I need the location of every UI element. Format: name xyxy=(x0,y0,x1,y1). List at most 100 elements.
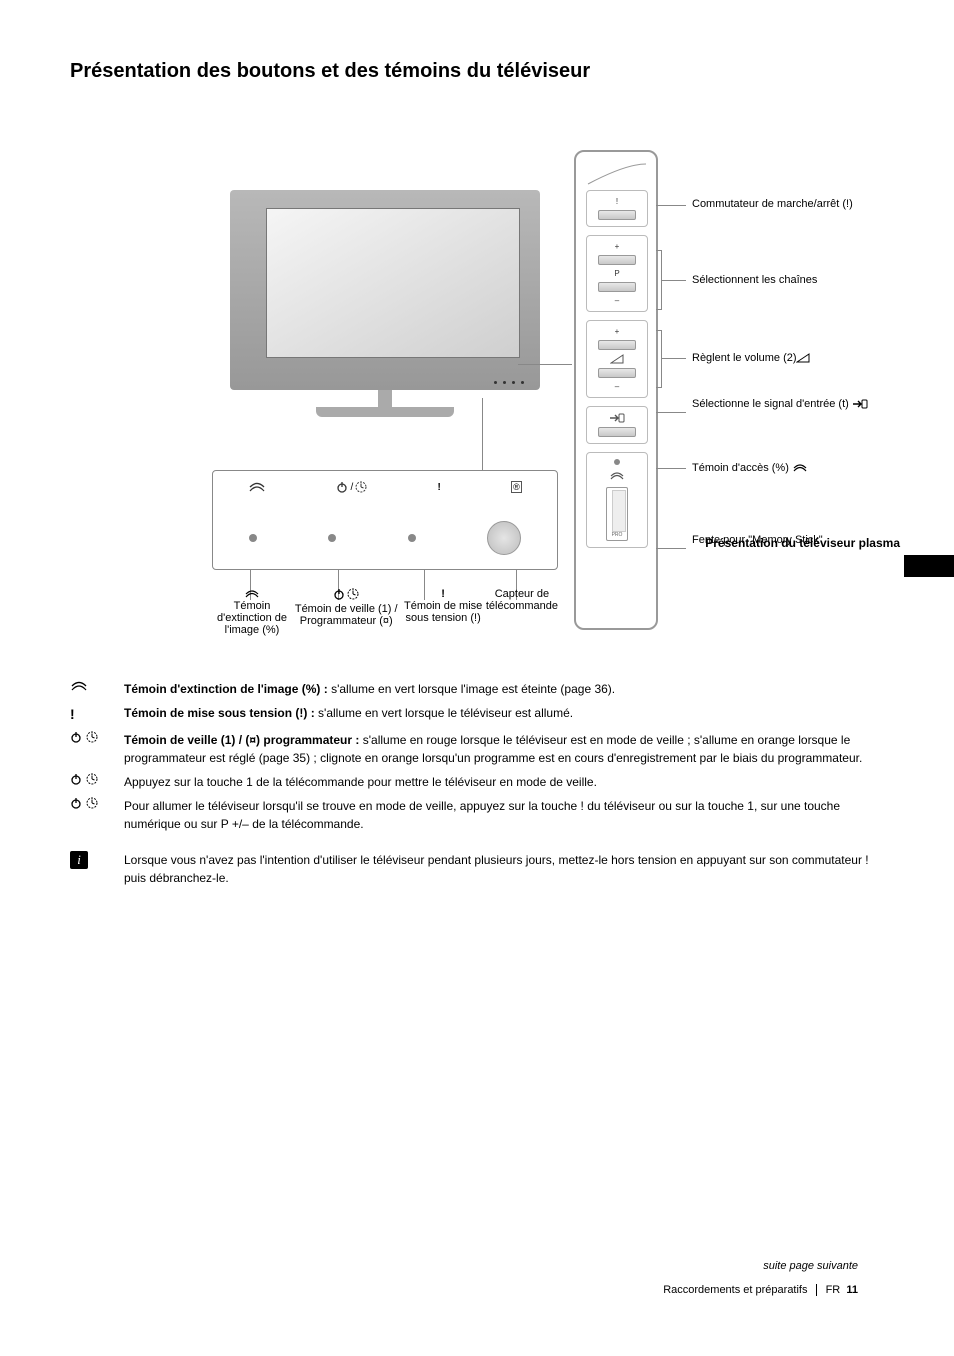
memorystick-icon xyxy=(792,463,808,473)
volume-icon xyxy=(610,354,624,364)
note-text: Pour allumer le téléviseur lorsqu'il se … xyxy=(124,797,880,833)
label-onoff: Commutateur de marche/arrêt (!) xyxy=(692,198,853,210)
program-minus-button[interactable] xyxy=(598,282,636,292)
label-text: Commutateur de marche/arrêt (!) xyxy=(692,198,853,210)
label: Capteur de télécommande xyxy=(486,588,558,636)
note-row: Appuyez sur la touche 1 de la télécomman… xyxy=(70,773,880,791)
info-icon: i xyxy=(70,851,114,869)
memorystick-icon xyxy=(609,471,625,481)
note-row: ! Témoin de mise sous tension (!) : s'al… xyxy=(70,704,880,725)
pictureoff-led xyxy=(249,534,257,542)
standby-timer-icon xyxy=(70,797,114,809)
tv-screen xyxy=(266,208,520,358)
note-row: Pour allumer le téléviseur lorsqu'il se … xyxy=(70,797,880,833)
callout-line xyxy=(656,548,686,549)
label-program: Sélectionnent les chaînes xyxy=(692,274,817,286)
callout-line xyxy=(656,412,686,413)
label: Témoin d'extinction de l'image (%) xyxy=(212,588,292,636)
callout-bracket xyxy=(656,330,662,388)
callout-line xyxy=(662,280,686,281)
indicator-lights-row xyxy=(213,521,557,555)
tv-stand-base xyxy=(316,407,454,417)
plus-label: + xyxy=(615,327,620,336)
access-led xyxy=(614,459,620,465)
note-text: Témoin de mise sous tension (!) : s'allu… xyxy=(124,704,880,722)
ir-mark: ® xyxy=(511,481,522,493)
section-tab xyxy=(904,555,954,577)
tv-illustration xyxy=(230,190,540,430)
volume-group: + – xyxy=(586,320,648,398)
power-led xyxy=(408,534,416,542)
label-text: Témoin d'extinction de l'image (%) xyxy=(217,600,287,636)
note-text: Appuyez sur la touche 1 de la télécomman… xyxy=(124,773,880,791)
onoff-symbol: ! xyxy=(616,197,618,206)
pictureoff-icon xyxy=(70,680,114,692)
standby-timer-icon xyxy=(70,773,114,785)
label-text: Témoin d'accès (%) xyxy=(692,462,789,474)
info-row: i Lorsque vous n'avez pas l'intention d'… xyxy=(70,851,880,887)
label-text: Témoin de veille (1) / Programmateur (¤) xyxy=(295,603,398,627)
input-button[interactable] xyxy=(598,427,636,437)
continues-label: suite page suivante xyxy=(763,1260,858,1272)
input-icon xyxy=(609,413,625,423)
minus-label: – xyxy=(615,296,619,305)
footer-section: Raccordements et préparatifs xyxy=(663,1284,816,1296)
callout-line xyxy=(656,205,686,206)
minus-label: – xyxy=(615,382,619,391)
label: ! Témoin de mise sous tension (!) xyxy=(400,588,485,636)
label: Témoin de veille (1) / Programmateur (¤) xyxy=(292,588,400,636)
note-row: Témoin d'extinction de l'image (%) : s'a… xyxy=(70,680,880,698)
label-memorystick: Fente pour "Memory Stick" xyxy=(692,534,823,546)
standby-timer-icon: / xyxy=(336,481,367,493)
label-text: Témoin de mise sous tension (!) xyxy=(404,600,482,624)
footer-page: 11 xyxy=(846,1284,858,1296)
tv-bezel xyxy=(230,190,540,390)
memorystick-slot[interactable]: PRO xyxy=(606,487,628,541)
page: Présentation des boutons et des témoins … xyxy=(0,0,954,1356)
info-text: Lorsque vous n'avez pas l'intention d'ut… xyxy=(124,851,880,887)
program-plus-button[interactable] xyxy=(598,255,636,265)
panel-top-curve xyxy=(586,162,648,186)
label-access-led: Témoin d'accès (%) xyxy=(692,462,808,474)
page-title: Présentation des boutons et des témoins … xyxy=(70,60,590,83)
input-icon xyxy=(852,399,868,409)
input-group xyxy=(586,406,648,444)
power-icon xyxy=(333,588,345,600)
diagram: ! + P – + xyxy=(190,150,870,650)
standby-led xyxy=(328,534,336,542)
onoff-group: ! xyxy=(586,190,648,227)
p-label: P xyxy=(614,269,619,278)
indicator-bottom-labels: Témoin d'extinction de l'image (%) Témoi… xyxy=(212,588,558,636)
front-indicator-panel: / ! ® xyxy=(212,470,558,570)
power-icon xyxy=(336,481,348,493)
pictureoff-icon xyxy=(244,589,260,599)
standby-timer-icon xyxy=(70,731,114,743)
volume-icon xyxy=(796,353,810,363)
note-text: Témoin de veille (1) / (¤) programmateur… xyxy=(124,731,880,767)
timer-icon xyxy=(355,481,367,493)
pictureoff-icon xyxy=(248,481,266,493)
tv-stand-neck xyxy=(378,390,392,408)
label-volume: Règlent le volume (2) xyxy=(692,352,810,364)
label-input: Sélectionne le signal d'entrée (t) xyxy=(692,398,868,410)
tv-front-leds xyxy=(494,381,524,384)
footer-lang: FR xyxy=(826,1284,841,1296)
plus-label: + xyxy=(615,242,620,251)
note-text: Témoin d'extinction de l'image (%) : s'a… xyxy=(124,680,880,698)
tv-side-panel: ! + P – + xyxy=(574,150,658,630)
indicator-top-symbols: / ! ® xyxy=(213,481,557,493)
power-mark-icon: ! xyxy=(70,704,114,725)
volume-plus-button[interactable] xyxy=(598,340,636,350)
volume-minus-button[interactable] xyxy=(598,368,636,378)
onoff-button[interactable] xyxy=(598,210,636,220)
memorystick-group: PRO xyxy=(586,452,648,548)
program-group: + P – xyxy=(586,235,648,312)
label-text: Sélectionne le signal d'entrée (t) xyxy=(692,398,849,410)
callout-line xyxy=(518,364,572,365)
power-mark: ! xyxy=(438,482,441,493)
label-text: Règlent le volume (2) xyxy=(692,352,797,364)
timer-icon xyxy=(347,588,359,600)
ir-sensor xyxy=(487,521,521,555)
callout-line xyxy=(656,468,686,469)
notes: Témoin d'extinction de l'image (%) : s'a… xyxy=(70,680,880,893)
